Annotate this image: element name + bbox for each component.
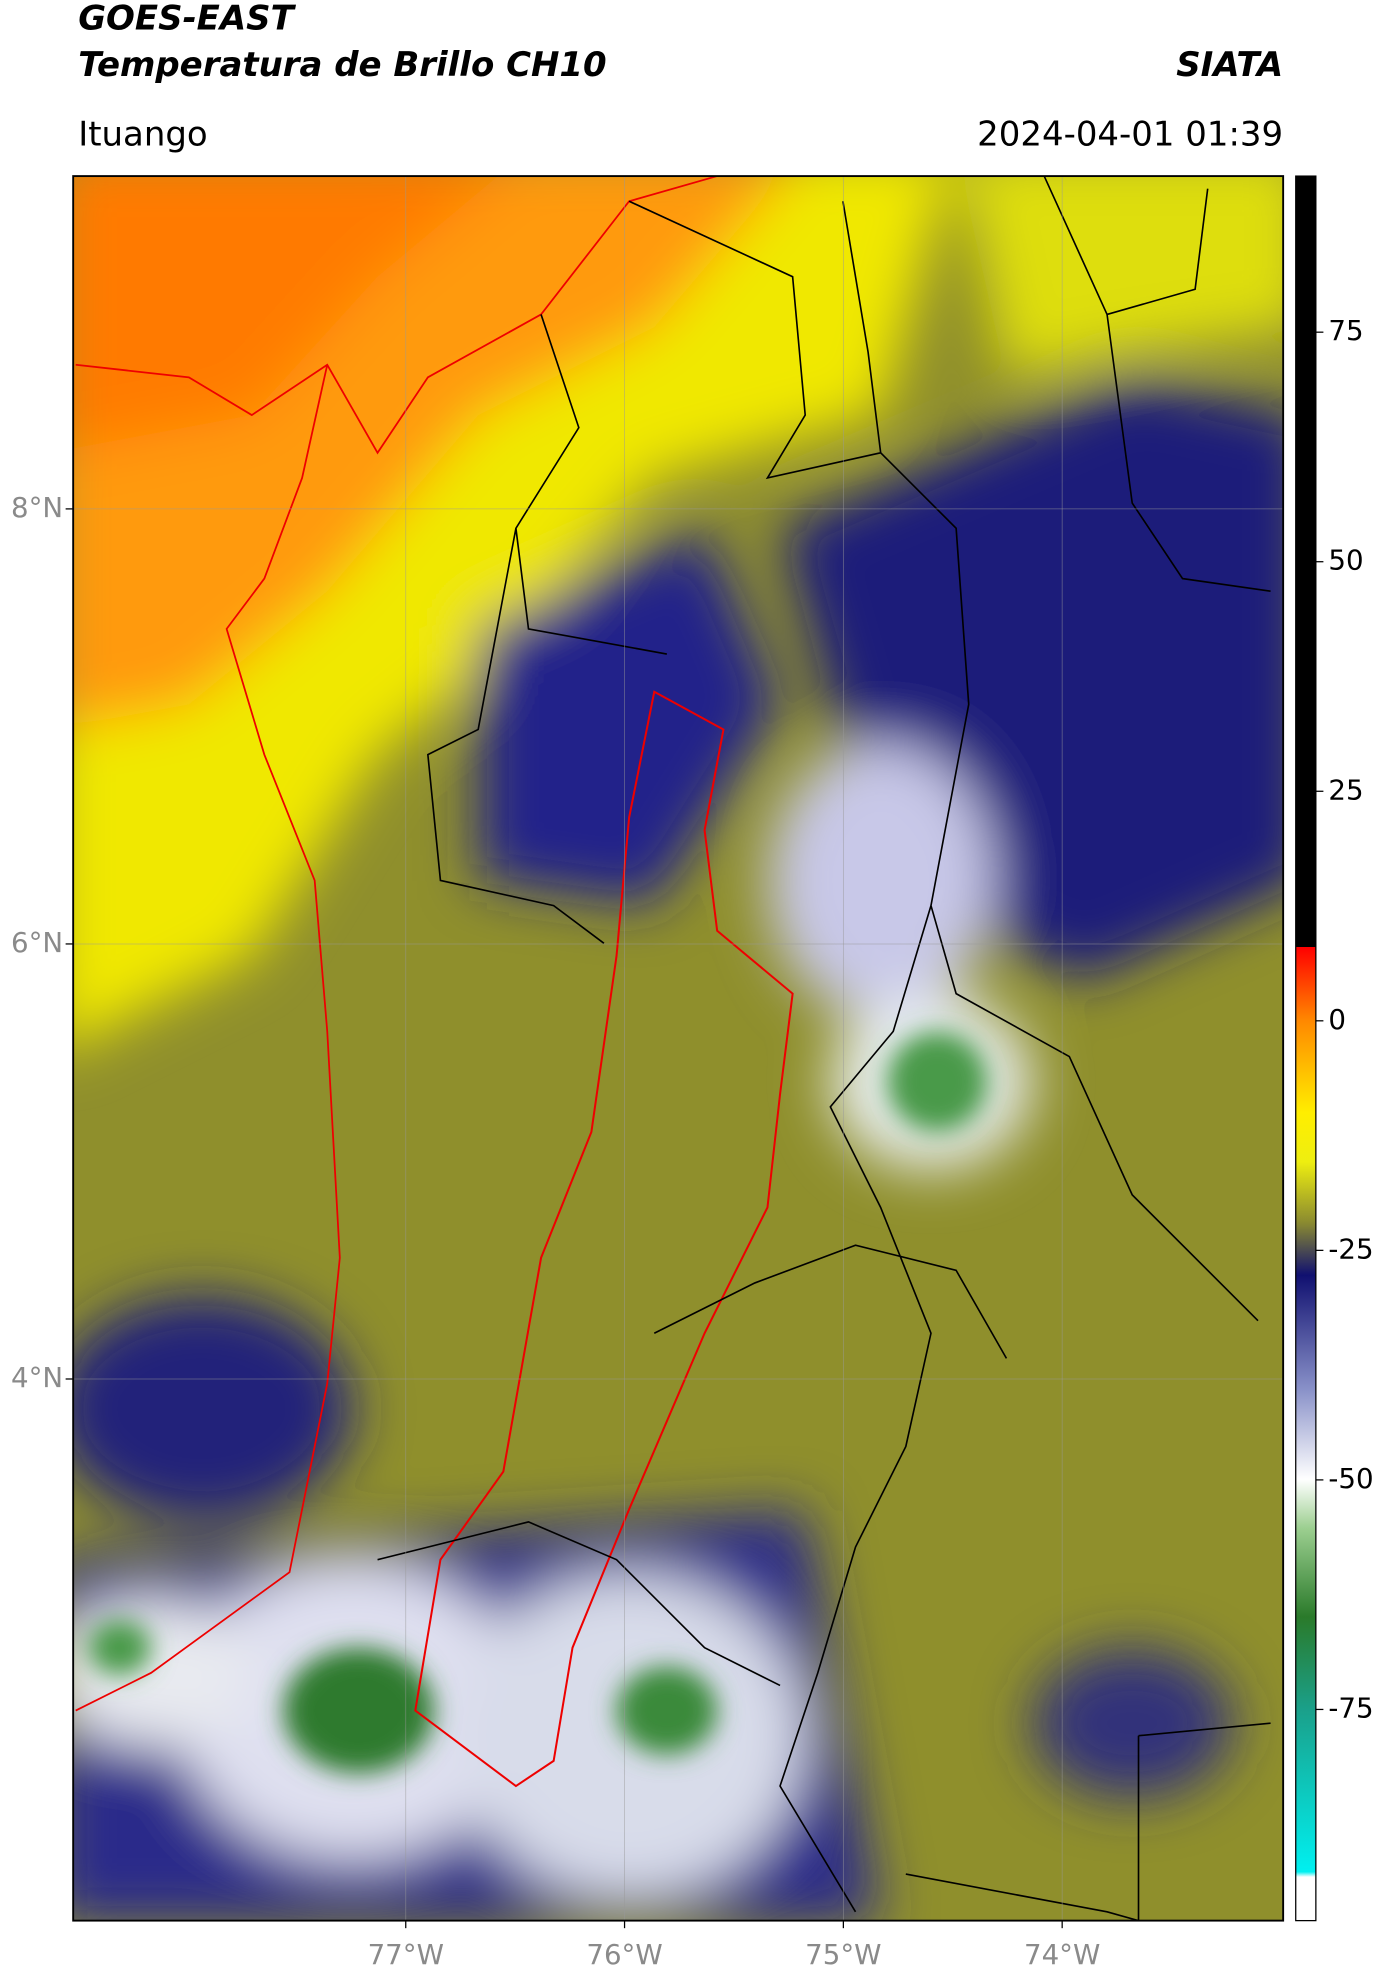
colorbar-tick-label: 0 <box>1328 1003 1346 1036</box>
colorbar-tick-label: 75 <box>1328 314 1363 347</box>
colorbar-tick-label: -25 <box>1328 1232 1373 1265</box>
y-tick-label: 8°N <box>11 491 63 524</box>
colorbar-tick-label: 50 <box>1328 544 1363 577</box>
title: GOES-EAST <box>78 0 296 39</box>
map-frame <box>72 175 1285 1922</box>
colorbar-tick-label: 25 <box>1328 773 1363 806</box>
x-tick-label: 77°W <box>368 1938 444 1971</box>
colorbar-tick-label: -50 <box>1328 1462 1373 1495</box>
colorbar-tick-label: -75 <box>1328 1691 1373 1724</box>
location: Ituango <box>78 114 208 154</box>
x-tick-label: 74°W <box>1024 1938 1100 1971</box>
x-tick-label: 76°W <box>586 1938 662 1971</box>
datetime: 2024-04-01 01:39 <box>977 114 1283 154</box>
colorbar <box>1295 175 1317 1922</box>
x-tick-label: 75°W <box>805 1938 881 1971</box>
satellite-image <box>73 176 1284 1921</box>
y-tick-label: 6°N <box>11 926 63 959</box>
subtitle: Temperatura de Brillo CH10 <box>78 45 606 85</box>
y-tick-label: 4°N <box>11 1361 63 1394</box>
credit: SIATA <box>1176 45 1283 85</box>
